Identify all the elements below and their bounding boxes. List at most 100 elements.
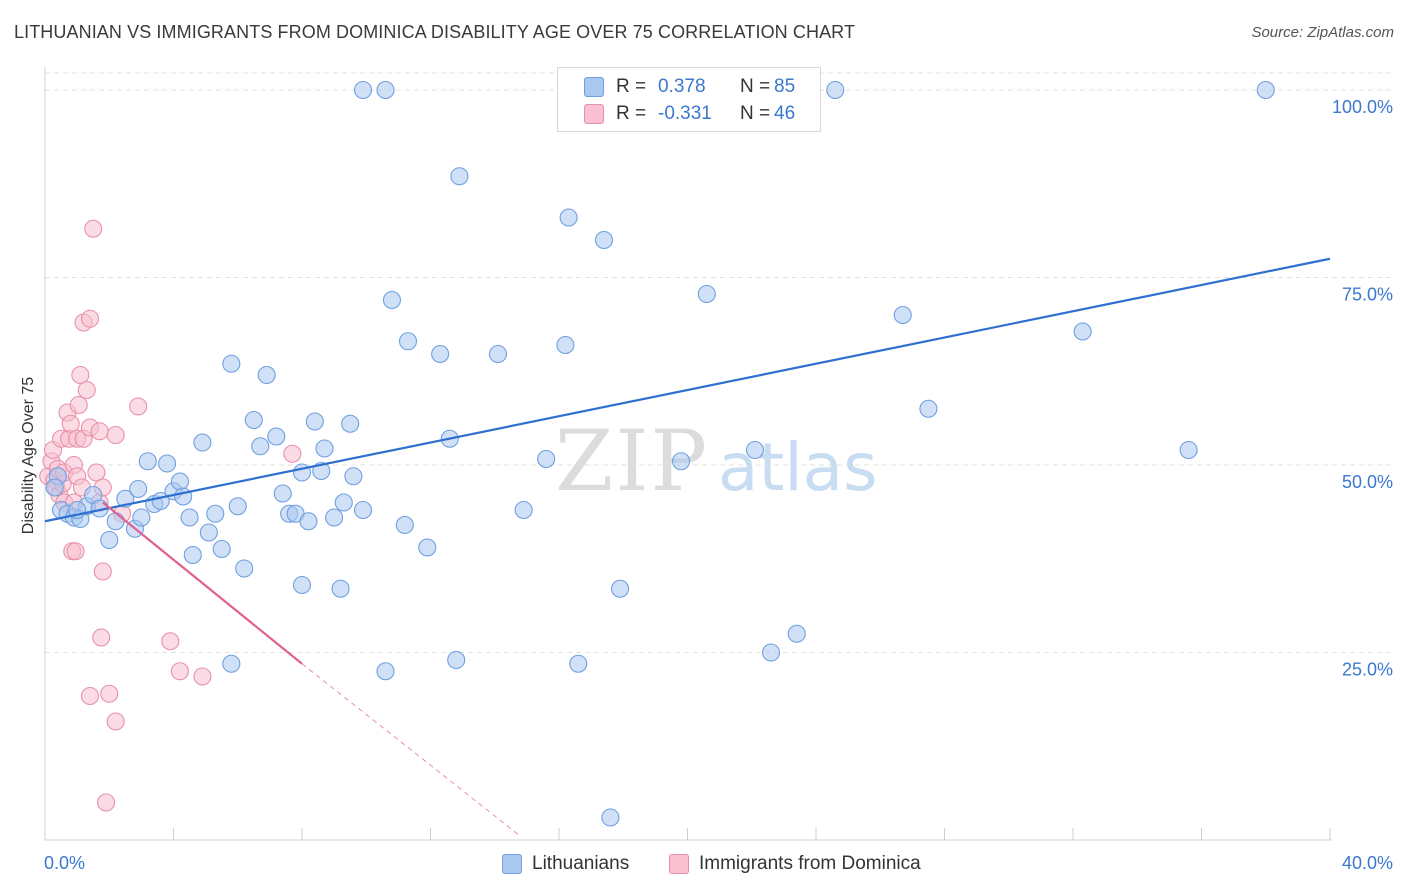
dominica-point: [90, 422, 109, 441]
lithuanian-point: [376, 80, 395, 100]
legend-n-value: 46: [774, 103, 796, 124]
dominica-point: [69, 395, 88, 415]
lithuanian-point: [222, 654, 241, 673]
legend-r-value: -0.331: [658, 103, 712, 124]
lithuanian-point: [418, 538, 437, 557]
legend-label-lithuanians: Lithuanians: [532, 853, 630, 874]
lithuanian-point: [745, 440, 765, 460]
lithuanian-point: [556, 335, 575, 355]
watermark-atlas: atlas: [718, 429, 878, 506]
dominica-point: [106, 712, 125, 731]
lithuanian-point: [514, 500, 533, 520]
lithuanian-point: [180, 508, 199, 527]
dominica-point: [80, 686, 100, 706]
lithuanian-point: [199, 523, 218, 542]
dominica-point: [80, 309, 100, 328]
legend-swatch-lithuanians: [502, 854, 522, 874]
dominica-point: [77, 380, 96, 400]
legend-item-lithuanians[interactable]: Lithuanians: [502, 853, 629, 875]
legend-label-dominica: Immigrants from Dominica: [699, 853, 921, 874]
dominica-point: [106, 425, 125, 445]
lithuanian-point: [353, 500, 373, 520]
correlation-legend: R = 0.378 N = 85 R = -0.331 N = 46: [557, 67, 821, 132]
lithuanian-point: [353, 80, 373, 100]
lithuanian-point: [697, 284, 716, 304]
lithuanian-point: [132, 508, 151, 527]
lithuanian-point: [212, 539, 231, 559]
lithuanian-point: [305, 412, 324, 431]
lithuanian-point: [1073, 322, 1092, 341]
lithuanian-point: [610, 579, 630, 598]
lithuanian-point: [257, 365, 276, 385]
dominica-point: [129, 397, 148, 416]
legend-swatch-dominica: [584, 104, 604, 124]
lithuanian-point: [267, 427, 286, 446]
y-tick-label: 75.0%: [1342, 285, 1393, 305]
lithuanian-point: [193, 433, 212, 452]
dominica-point: [93, 562, 112, 581]
lithuanian-point: [206, 504, 225, 523]
lithuanian-point: [344, 467, 363, 486]
lithuanian-point: [376, 662, 395, 681]
dominica-trend-line: [102, 501, 303, 665]
lithuanian-point: [1256, 80, 1275, 100]
lithuanian-point: [893, 305, 912, 325]
dominica-point: [87, 463, 106, 482]
dominica-point: [100, 684, 119, 703]
lithuanian-point: [1179, 440, 1198, 460]
lithuanian-point: [672, 452, 691, 471]
lithuanian-point: [594, 230, 614, 250]
dominica-point: [96, 793, 116, 812]
dominica-point: [61, 414, 80, 433]
lithuanian-point: [601, 808, 620, 827]
lithuanian-point: [273, 484, 292, 503]
dominica-point: [161, 632, 180, 651]
lithuanian-point: [315, 439, 334, 458]
lithuanian-point: [382, 290, 402, 310]
lithuanian-point: [170, 472, 189, 491]
lithuanian-point: [341, 414, 360, 433]
y-tick-label: 100.0%: [1332, 97, 1393, 117]
lithuanian-point: [569, 654, 588, 673]
lithuanian-point: [299, 512, 318, 531]
lithuanian-point: [138, 452, 157, 471]
lithuanian-point: [45, 478, 64, 497]
legend-r-value: 0.378: [658, 76, 706, 97]
legend-n-label: N =: [740, 103, 771, 124]
y-axis-label: Disability Age Over 75: [20, 377, 37, 535]
lithuanian-point: [292, 575, 312, 595]
lithuanian-point: [251, 437, 270, 456]
dominica-point: [283, 444, 302, 463]
legend-swatch-dominica: [669, 854, 689, 874]
lithuanian-point: [787, 624, 806, 643]
dominica-point: [170, 662, 189, 681]
legend-row-lithuanians: R = 0.378 N = 85: [558, 74, 795, 100]
lithuanian-point: [488, 344, 508, 364]
lithuanian-point: [235, 559, 254, 578]
lithuanian-point: [919, 399, 938, 418]
chart-title: LITHUANIAN VS IMMIGRANTS FROM DOMINICA D…: [14, 22, 856, 42]
lithuanian-point: [183, 545, 202, 565]
dominica-point: [66, 542, 85, 561]
legend-item-dominica[interactable]: Immigrants from Dominica: [669, 853, 921, 875]
lithuanian-point: [244, 410, 263, 430]
x-tick-label: 40.0%: [1342, 853, 1393, 873]
source-label: Source: ZipAtlas.com: [1251, 24, 1394, 41]
y-tick-label: 25.0%: [1342, 660, 1393, 680]
lithuanian-point: [228, 497, 247, 516]
lithuanian-point: [331, 579, 350, 598]
lithuanian-point: [106, 512, 125, 531]
legend-row-dominica: R = -0.331 N = 46: [558, 101, 795, 127]
lithuanian-point: [325, 508, 344, 527]
lithuanian-point: [129, 479, 148, 499]
lithuanian-point: [398, 332, 418, 351]
lithuanian-point: [559, 208, 578, 227]
legend-swatch-lithuanians: [584, 77, 604, 97]
lithuanian-trend-line: [44, 257, 1331, 523]
lithuanian-point: [537, 449, 556, 469]
lithuanian-point: [100, 530, 119, 550]
legend-n-value: 85: [774, 76, 796, 97]
lithuanian-point: [334, 493, 353, 512]
legend-r-label: R =: [616, 76, 647, 97]
x-tick-label: 0.0%: [44, 853, 85, 873]
